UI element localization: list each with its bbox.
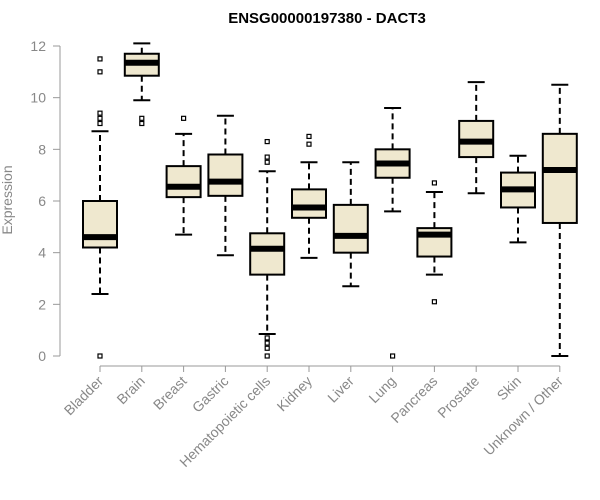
outlier-point: [97, 56, 103, 62]
outlier-point: [97, 69, 103, 75]
box-prostate: [458, 81, 495, 195]
box-iqr: [332, 203, 369, 254]
outlier-point: [264, 340, 270, 346]
box-hematopoietic-cells: [249, 138, 286, 359]
box-skin: [500, 154, 536, 244]
box-iqr: [291, 188, 327, 219]
x-tick-label: Skin: [494, 373, 525, 404]
box-lung: [374, 107, 411, 359]
outlier-point: [139, 120, 145, 127]
outlier-point: [264, 154, 270, 160]
outlier-point: [264, 345, 270, 351]
plot-area: [82, 42, 578, 359]
box-breast: [165, 115, 202, 236]
x-tick-label: Prostate: [434, 373, 482, 421]
box-iqr: [82, 200, 118, 249]
outlier-point: [390, 353, 396, 359]
box-brain: [123, 42, 160, 127]
outlier-point: [306, 141, 312, 147]
outlier-point: [431, 299, 437, 305]
outlier-point: [264, 159, 270, 165]
chart-title: ENSG00000197380 - DACT3: [228, 10, 426, 27]
y-tick-label: 12: [30, 38, 46, 54]
box-iqr: [249, 232, 286, 276]
y-tick-label: 8: [38, 141, 46, 157]
outlier-point: [97, 353, 103, 359]
y-tick-label: 4: [38, 245, 46, 261]
box-iqr: [541, 132, 578, 224]
x-tick-label: Unknown / Other: [480, 373, 566, 459]
box-gastric: [207, 114, 244, 257]
outlier-point: [264, 353, 270, 359]
y-axis: 0 2 4 6 8 10 12: [30, 38, 61, 364]
x-tick-label: Brain: [113, 373, 147, 407]
x-tick-label: Lung: [365, 373, 398, 406]
x-tick-label: Bladder: [61, 373, 107, 419]
outlier-point: [97, 115, 103, 121]
box-pancreas: [416, 180, 453, 305]
outlier-point: [139, 115, 145, 121]
box-liver: [332, 161, 369, 288]
outlier-point: [264, 138, 270, 145]
box-unknown-other: [541, 83, 578, 357]
outlier-point: [97, 120, 103, 127]
outlier-point: [264, 335, 270, 341]
x-tick-label: Liver: [324, 373, 357, 406]
box-iqr: [165, 165, 202, 199]
box-bladder: [82, 56, 118, 359]
y-tick-label: 6: [38, 193, 46, 209]
outlier-point: [306, 133, 312, 140]
box-kidney: [291, 133, 327, 259]
outlier-point: [181, 115, 187, 121]
y-tick-label: 2: [38, 296, 46, 312]
x-tick-label: Kidney: [274, 373, 316, 415]
y-tick-label: 0: [38, 348, 46, 364]
box-iqr: [207, 153, 244, 197]
y-axis-label: Expression: [0, 165, 15, 234]
x-tick-label: Breast: [150, 373, 190, 413]
outlier-point: [431, 180, 437, 186]
y-tick-label: 10: [30, 90, 46, 106]
outlier-point: [97, 110, 103, 116]
